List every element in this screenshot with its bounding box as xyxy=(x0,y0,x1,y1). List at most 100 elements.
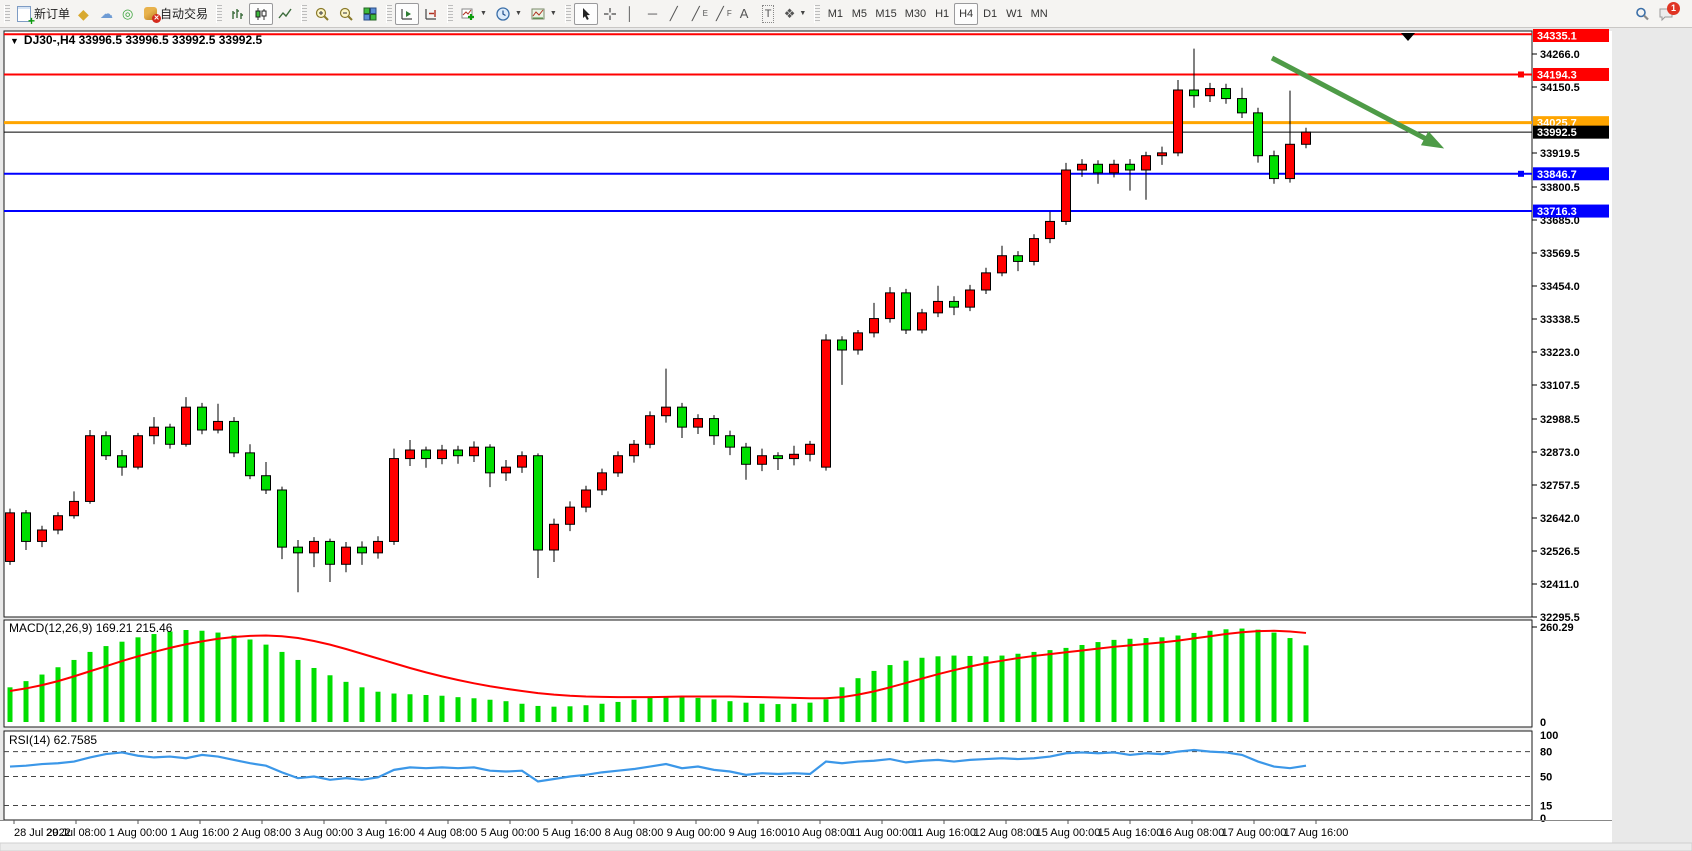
svg-text:28 Jul 2022: 28 Jul 2022 xyxy=(14,827,71,839)
templates-button[interactable]: ▼ xyxy=(526,3,561,25)
search-icon xyxy=(1636,7,1649,20)
candle xyxy=(597,472,607,491)
auto-trading-icon: 1✕ xyxy=(144,7,162,23)
toolbar-grip[interactable] xyxy=(386,4,393,23)
vertical-line-tool-button[interactable]: │ xyxy=(622,3,644,25)
text-label-tool-button[interactable]: T xyxy=(758,3,780,25)
cursor-tool-button[interactable] xyxy=(573,2,598,25)
macd-bar xyxy=(967,655,973,722)
timeframe-M1[interactable]: M1 xyxy=(823,3,847,25)
svg-text:12 Aug 08:00: 12 Aug 08:00 xyxy=(974,827,1039,839)
fibonacci-tool-button[interactable]: ╱ F xyxy=(712,3,736,25)
toolbar-grip[interactable] xyxy=(4,4,10,23)
signals-button[interactable]: ◎ xyxy=(118,3,140,25)
candle xyxy=(37,529,47,542)
macd-bar xyxy=(359,687,365,722)
svg-text:11 Aug 00:00: 11 Aug 00:00 xyxy=(850,827,914,839)
timeframe-M5[interactable]: M5 xyxy=(847,3,871,25)
macd-bar xyxy=(839,687,845,722)
timeframe-D1[interactable]: D1 xyxy=(978,3,1002,25)
metaeditor-cube-button[interactable]: ◆ xyxy=(74,3,96,25)
search-button[interactable] xyxy=(1630,3,1654,25)
new-order-icon: + xyxy=(17,5,35,27)
macd-bar xyxy=(135,637,141,722)
svg-text:33992.5: 33992.5 xyxy=(1537,127,1577,139)
zoom-out-icon xyxy=(339,7,353,21)
toolbar-grip[interactable] xyxy=(564,4,571,23)
macd-bar xyxy=(119,641,125,722)
candle xyxy=(1269,155,1279,180)
horizontal-line-tool-button[interactable]: ─ xyxy=(644,3,666,25)
macd-bar xyxy=(439,695,445,722)
macd-bar xyxy=(231,635,237,722)
macd-bar xyxy=(759,703,765,722)
macd-bar xyxy=(791,703,797,722)
chart-shift-button[interactable] xyxy=(419,3,443,25)
notifications-button[interactable]: 1 xyxy=(1654,1,1680,25)
candle xyxy=(165,426,175,445)
chart-title[interactable]: ▼ DJ30-,H4 33996.5 33996.5 33992.5 33992.… xyxy=(10,33,262,47)
text-tool-button[interactable]: A xyxy=(736,3,758,25)
arrows-tool-icon: ❖ xyxy=(783,5,796,21)
macd-bar xyxy=(39,674,45,722)
cube-icon: ◆ xyxy=(78,5,89,22)
macd-layer[interactable]: 260.29 0 xyxy=(7,622,1574,729)
macd-bar xyxy=(503,701,509,722)
macd-bar xyxy=(743,702,749,722)
timeframe-W1[interactable]: W1 xyxy=(1002,3,1027,25)
auto-scroll-button[interactable] xyxy=(395,2,420,25)
top-triangle-marker[interactable] xyxy=(1401,33,1415,41)
toolbar-grip[interactable] xyxy=(814,4,821,23)
timeframe-H4[interactable]: H4 xyxy=(954,2,979,25)
candle xyxy=(357,546,367,554)
candlestick-chart-button[interactable] xyxy=(249,2,274,25)
crosshair-icon xyxy=(603,7,616,20)
auto-trading-button[interactable]: 1✕ 自动交易 xyxy=(140,3,212,25)
periods-button[interactable]: ▼ xyxy=(491,3,526,25)
candle xyxy=(149,426,159,437)
indicators-button[interactable]: ▼ xyxy=(456,3,491,25)
equidistant-channel-tool-button[interactable]: ╱ E xyxy=(688,3,712,25)
svg-text:0: 0 xyxy=(1540,813,1546,825)
candles-layer[interactable] xyxy=(5,48,1311,593)
trend-arrow-annotation[interactable] xyxy=(1270,55,1445,149)
svg-text:3 Aug 16:00: 3 Aug 16:00 xyxy=(357,827,416,839)
timeframe-group: M1 M5 M15 M30 H1 H4 D1 W1 MN xyxy=(823,2,1052,25)
toolbar-grip[interactable] xyxy=(447,4,454,23)
tile-windows-button[interactable] xyxy=(358,3,382,25)
candle xyxy=(917,312,927,331)
line-chart-button[interactable] xyxy=(273,3,297,25)
chart-title-dropdown-icon[interactable]: ▼ xyxy=(10,36,19,46)
timeframe-M15[interactable]: M15 xyxy=(871,3,900,25)
trendline-tool-button[interactable]: ╱ xyxy=(666,3,688,25)
zoom-out-button[interactable] xyxy=(334,3,358,25)
bar-chart-button[interactable] xyxy=(225,3,249,25)
new-order-button[interactable]: + 新订单 xyxy=(13,3,74,27)
price-axis[interactable]: 34266.0 34150.5 33919.5 33800.5 33685.0 33569… xyxy=(1532,49,1580,624)
arrows-tool-button[interactable]: ❖ ▼ xyxy=(780,3,811,25)
svg-text:32411.0: 32411.0 xyxy=(1540,579,1579,591)
community-button[interactable]: ☁ xyxy=(96,3,118,25)
timeframe-H1[interactable]: H1 xyxy=(930,3,954,25)
macd-bar xyxy=(471,698,477,722)
candle xyxy=(517,455,527,468)
candle xyxy=(789,453,799,460)
timeframe-M30[interactable]: M30 xyxy=(901,3,930,25)
candle xyxy=(1061,169,1071,222)
crosshair-tool-button[interactable] xyxy=(598,3,622,25)
macd-bar xyxy=(567,706,573,722)
candle xyxy=(373,540,383,554)
svg-text:8 Aug 08:00: 8 Aug 08:00 xyxy=(605,827,664,839)
rsi-layer[interactable]: 100 80 50 150 xyxy=(4,730,1558,825)
toolbar-grip[interactable] xyxy=(301,4,308,23)
toolbar-grip[interactable] xyxy=(216,4,223,23)
timeframe-MN[interactable]: MN xyxy=(1027,3,1052,25)
candle xyxy=(261,475,271,491)
candle xyxy=(549,523,559,551)
svg-text:33569.5: 33569.5 xyxy=(1540,248,1580,260)
candle xyxy=(741,446,751,465)
svg-text:260.29: 260.29 xyxy=(1540,622,1574,634)
zoom-in-button[interactable] xyxy=(310,3,334,25)
